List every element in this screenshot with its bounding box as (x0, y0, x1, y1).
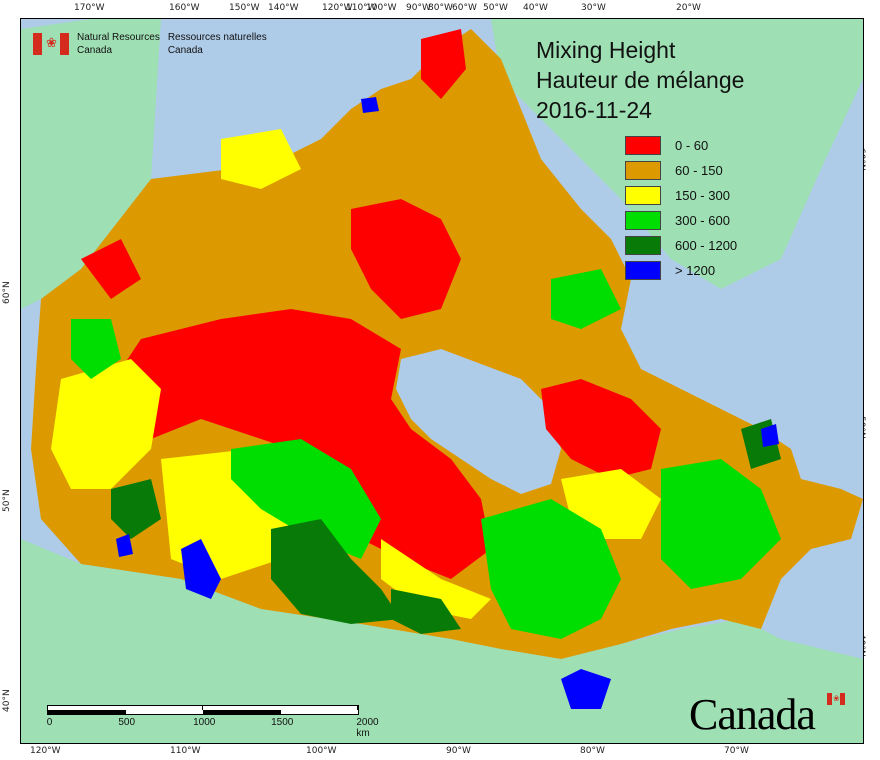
tick-left-60n: 60°N (2, 281, 12, 304)
red-north-islands-region (421, 29, 466, 99)
tick-left-40n: 40°N (2, 689, 12, 712)
tick-top-50w: 50°W (483, 3, 508, 13)
tick-bottom-80w: 80°W (580, 746, 605, 756)
legend-item: 150 - 300 (625, 183, 737, 208)
tick-top-170w: 170°W (74, 3, 105, 13)
org-en-line1: Natural Resources (77, 32, 160, 43)
blue-alberta-region (181, 539, 221, 599)
legend-label: > 1200 (675, 263, 716, 278)
tick-top-100w: 100°W (366, 3, 397, 13)
darkgreen-ontario-region (391, 589, 461, 634)
alaska-land (21, 19, 161, 309)
legend-label: 600 - 1200 (675, 238, 738, 253)
darkgreen-sask-region (271, 519, 401, 624)
scale-label-2000: 2000 km (356, 717, 379, 739)
org-en-line2: Canada (77, 45, 113, 56)
darkgreen-bc-region (111, 479, 161, 539)
legend-swatch (625, 211, 661, 230)
green-prairie-region (231, 439, 381, 559)
blue-ontario-region (561, 669, 611, 709)
blue-nl-region (761, 424, 779, 447)
tick-top-110w: 110°W (346, 3, 377, 13)
org-name-fr: Ressources naturelles Canada (168, 31, 267, 57)
legend-item: > 1200 (625, 258, 737, 283)
tick-top-90w: 90°W (406, 3, 431, 13)
legend-label: 300 - 600 (675, 213, 730, 228)
scale-label-1500: 1500 (271, 717, 294, 728)
legend-item: 300 - 600 (625, 208, 737, 233)
legend-label: 60 - 150 (675, 163, 723, 178)
tick-top-60w: 60°W (452, 3, 477, 13)
title-line-fr: Hauteur de mélange (536, 67, 745, 93)
hudson-bay (396, 349, 561, 494)
green-labrador-region (551, 269, 621, 329)
legend-item: 60 - 150 (625, 158, 737, 183)
tick-bottom-90w: 90°W (446, 746, 471, 756)
scale-label-1000: 1000 (193, 717, 216, 728)
scale-bar: 0 500 1000 1500 2000 km (47, 705, 379, 739)
tick-bottom-110w: 110°W (170, 746, 201, 756)
wordmark-flag-icon: ❀ (827, 693, 845, 705)
legend-swatch (625, 186, 661, 205)
red-yukon-region (81, 239, 141, 299)
title-date: 2016-11-24 (536, 97, 652, 123)
tick-bottom-100w: 100°W (306, 746, 337, 756)
legend-swatch (625, 161, 661, 180)
tick-top-20w: 20°W (676, 3, 701, 13)
canada-flag-icon: ❀ (33, 33, 69, 55)
org-name-en: Natural Resources Canada (77, 31, 160, 57)
legend-swatch (625, 136, 661, 155)
tick-bottom-120w: 120°W (30, 746, 61, 756)
scale-bar-graphic (47, 705, 359, 715)
org-fr-line2: Canada (167, 45, 203, 56)
org-fr-line1: Ressources naturelles (167, 32, 267, 43)
tick-left-50n: 50°N (2, 489, 12, 512)
tick-top-150w: 150°W (229, 3, 260, 13)
legend-swatch (625, 236, 661, 255)
red-arctic-region (351, 199, 461, 319)
yellow-north-region (221, 129, 301, 189)
tick-bottom-70w: 70°W (724, 746, 749, 756)
greenland-land (491, 19, 863, 289)
mixing-height-map (21, 19, 863, 743)
title-line-en: Mixing Height (536, 37, 676, 63)
tick-top-140w: 140°W (268, 3, 299, 13)
scale-label-0: 0 (46, 717, 53, 728)
tick-top-30w: 30°W (581, 3, 606, 13)
tick-top-120w: 120°W (322, 3, 353, 13)
nrcan-logo: ❀ Natural Resources Canada Ressources na… (33, 31, 267, 57)
map-frame: ❀ Natural Resources Canada Ressources na… (20, 18, 864, 744)
legend-item: 600 - 1200 (625, 233, 737, 258)
tick-top-160w: 160°W (169, 3, 200, 13)
legend-swatch (625, 261, 661, 280)
tick-top-40w: 40°W (523, 3, 548, 13)
legend-label: 0 - 60 (675, 138, 709, 153)
yellow-west-region (51, 359, 161, 489)
green-ontario-region (481, 499, 621, 639)
blue-bc-region (116, 534, 133, 557)
canada-wordmark: Canada (689, 690, 816, 739)
blue-arctic-region (361, 97, 379, 113)
legend: 0 - 60 60 - 150 150 - 300 300 - 600 600 … (625, 133, 737, 283)
tick-top-80w: 80°W (428, 3, 453, 13)
legend-label: 150 - 300 (675, 188, 730, 203)
green-bc-region (71, 319, 121, 379)
green-east-region (661, 459, 781, 589)
scale-label-500: 500 (118, 717, 136, 728)
legend-item: 0 - 60 (625, 133, 737, 158)
map-title: Mixing Height Hauteur de mélange 2016-11… (536, 35, 744, 125)
usa-land (21, 539, 863, 743)
red-quebec-region (541, 379, 661, 479)
